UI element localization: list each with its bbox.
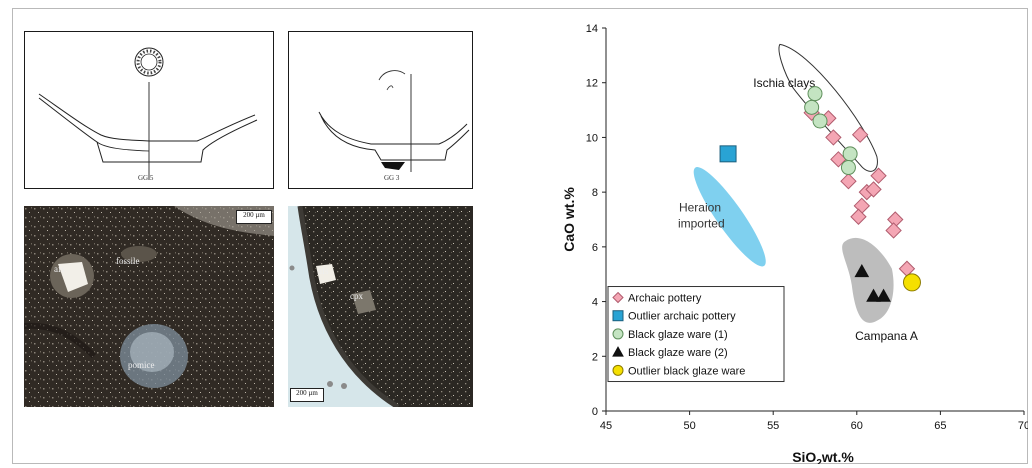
mineral-label-afs: afs — [318, 266, 329, 276]
micrograph-texture — [288, 206, 473, 407]
legend-label: Black glaze ware (2) — [628, 347, 728, 359]
campana-a-region — [842, 237, 894, 323]
chart-axes: 45 50 55 60 65 70 0 2 4 6 8 10 12 14 SiO2wt.% CaO wt.% — [561, 23, 1028, 464]
mineral-label-pomice: pomice — [128, 360, 155, 370]
x-axis-label: SiO2wt.% — [792, 449, 854, 464]
thin-section-micrograph-1: afs fossile pomice 200 µm — [24, 206, 274, 407]
chart-legend: Archaic pottery Outlier archaic pottery Bl… — [607, 286, 785, 383]
legend-label: Outlier archaic pottery — [628, 311, 736, 323]
y-tick-label: 8 — [592, 187, 598, 199]
legend-marker — [612, 364, 624, 376]
data-point — [876, 288, 891, 302]
y-tick-label: 14 — [586, 23, 598, 35]
x-tick-label: 45 — [600, 420, 612, 432]
data-point — [850, 208, 867, 225]
legend-label: Archaic pottery — [628, 293, 702, 305]
pottery-profile-gg3 — [318, 70, 470, 172]
legend-label: Outlier black glaze ware — [628, 365, 745, 377]
scale-bar: 200 µm — [236, 210, 272, 224]
y-tick-label: 4 — [592, 297, 598, 309]
data-point — [854, 263, 870, 278]
data-point — [825, 129, 842, 146]
x-tick-label: 65 — [934, 420, 946, 432]
y-tick-label: 12 — [586, 78, 598, 90]
legend-marker — [612, 328, 624, 340]
y-tick-label: 10 — [586, 132, 598, 144]
mineral-label-cpx: cpx — [350, 291, 363, 301]
legend-marker — [612, 291, 624, 304]
figure-frame — [12, 8, 1028, 464]
scatter-chart: 45 50 55 60 65 70 0 2 4 6 8 10 12 14 SiO2wt.% CaO wt.% … — [560, 14, 1028, 464]
data-point — [804, 99, 820, 115]
annotation-imported: imported — [678, 216, 725, 230]
chart-annotations: Ischia clays Heraion imported Campana A — [678, 76, 918, 343]
y-tick-label: 6 — [592, 242, 598, 254]
heraion-imported-region — [693, 167, 766, 267]
data-point — [851, 126, 869, 143]
data-point — [866, 288, 881, 302]
data-point — [842, 146, 858, 162]
data-point — [885, 222, 902, 239]
annotation-ischia-clays: Ischia clays — [753, 76, 815, 90]
chart-points — [719, 86, 921, 302]
data-point — [719, 145, 737, 163]
pottery-profile-gg5 — [38, 47, 258, 180]
thin-section-micrograph-2: afs cpx 200 µm — [288, 206, 473, 407]
drawing-caption: GG 5 — [138, 174, 154, 182]
y-tick-label: 2 — [592, 351, 598, 363]
data-point — [840, 160, 856, 176]
x-tick-label: 60 — [851, 420, 863, 432]
legend-label: Black glaze ware (1) — [628, 329, 728, 341]
legend-marker — [612, 346, 624, 357]
pottery-drawing-gg3: GG 3 — [288, 31, 473, 189]
legend-marker — [612, 310, 624, 322]
data-point — [902, 273, 921, 292]
mineral-label-fossile: fossile — [116, 256, 140, 266]
data-point — [865, 181, 882, 198]
legend-box — [607, 286, 785, 383]
y-axis-label: CaO wt.% — [561, 187, 577, 252]
drawing-caption: GG 3 — [384, 174, 400, 182]
data-point — [807, 86, 823, 102]
x-tick-label: 70 — [1018, 420, 1028, 432]
annotation-campana-a: Campana A — [855, 329, 918, 343]
x-tick-label: 55 — [767, 420, 779, 432]
pottery-drawing-gg5: GG 5 — [24, 31, 274, 189]
scale-bar: 200 µm — [290, 388, 324, 402]
y-tick-label: 0 — [592, 406, 598, 418]
data-point — [870, 167, 887, 184]
x-tick-label: 50 — [683, 420, 695, 432]
data-point — [840, 172, 857, 190]
data-point — [812, 113, 828, 129]
ischia-clays-region — [778, 43, 878, 172]
micrograph-texture — [24, 206, 274, 407]
mineral-label-afs: afs — [54, 264, 65, 274]
annotation-heraion: Heraion — [679, 200, 721, 214]
